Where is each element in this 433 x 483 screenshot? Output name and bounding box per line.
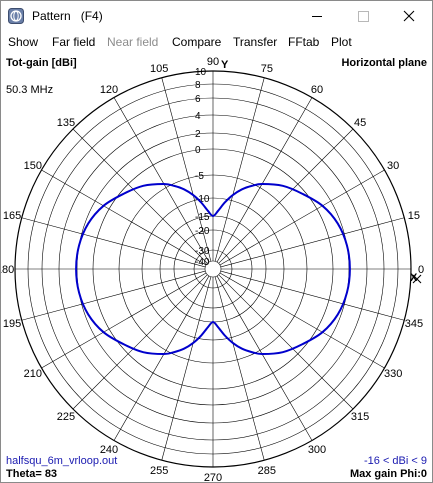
angle-tick-label: 240 [100, 444, 118, 456]
x-axis-marker [412, 274, 422, 284]
frequency-label: 50.3 MHz [6, 84, 54, 96]
angle-tick-label: 345 [405, 318, 423, 330]
grid-spoke [216, 97, 313, 263]
radial-tick-label: -20 [195, 226, 210, 237]
theta-label: Theta= 83 [6, 468, 58, 480]
grid-spoke [113, 97, 210, 263]
angle-tick-label: 135 [57, 117, 75, 129]
angle-tick-label: 165 [3, 210, 21, 222]
angle-tick-label: 195 [3, 318, 21, 330]
angle-tick-label: 150 [24, 160, 42, 172]
polar-chart[interactable]: 0153045607590105120135150165180195210225… [1, 53, 432, 482]
radial-tick-label: -30 [195, 246, 210, 257]
menu-plot[interactable]: Plot [331, 35, 352, 49]
grid-spoke [41, 169, 207, 266]
grid-spoke [219, 169, 385, 266]
grid-spoke [220, 270, 405, 321]
menu-near-field[interactable]: Near field [107, 35, 159, 49]
angle-tick-label: 90 [207, 56, 219, 68]
minimize-button[interactable] [294, 1, 340, 32]
angle-tick-label: 15 [408, 210, 420, 222]
grid-spoke [218, 274, 354, 410]
radial-tick-label: 4 [195, 111, 201, 122]
grid-spoke [219, 272, 385, 369]
menu-bar: Show Far field Near field Compare Transf… [1, 32, 432, 53]
radial-tick-label: -15 [195, 212, 210, 223]
maximize-button[interactable] [340, 1, 386, 32]
grid-spoke [21, 270, 206, 321]
angle-tick-label: 180 [1, 264, 14, 276]
grid-spoke [21, 217, 206, 268]
file-name-label: halfsqu_6m_vrloop.out [6, 455, 118, 467]
grid-spoke [72, 274, 208, 410]
angle-tick-label: 270 [204, 472, 222, 482]
angle-tick-label: 30 [387, 160, 399, 172]
title-bar[interactable]: Pattern (F4) [1, 1, 432, 32]
gain-unit-label: Tot-gain [dBi] [6, 57, 77, 69]
angle-tick-label: 210 [24, 368, 42, 380]
grid-spoke [161, 276, 212, 461]
x-axis-label: X [410, 272, 418, 284]
grid-spoke [216, 275, 313, 441]
menu-far-field[interactable]: Far field [52, 35, 96, 49]
window-title: Pattern (F4) [32, 9, 103, 23]
grid-spoke [218, 128, 354, 264]
angle-tick-label: 285 [258, 465, 276, 477]
menu-show[interactable]: Show [8, 35, 39, 49]
angle-tick-label: 60 [311, 84, 323, 96]
plane-label: Horizontal plane [341, 57, 427, 69]
pattern-app-icon [8, 8, 24, 24]
angle-tick-label: 105 [150, 63, 168, 75]
angle-tick-label: 225 [57, 411, 75, 423]
close-button[interactable] [386, 1, 432, 32]
grid-spoke [220, 217, 405, 268]
menu-transfer[interactable]: Transfer [233, 35, 278, 49]
angle-tick-label: 300 [308, 444, 326, 456]
grid-spoke [41, 272, 207, 369]
radial-tick-label: -40 [195, 257, 210, 268]
menu-fftab[interactable]: FFtab [288, 35, 320, 49]
grid-spoke [113, 275, 210, 441]
gain-pattern-curve [75, 182, 351, 356]
grid-spoke [72, 128, 208, 264]
radial-tick-label: 8 [195, 80, 201, 91]
grid-spoke [161, 77, 212, 262]
y-axis-label: Y [221, 59, 229, 71]
max-gain-label: Max gain Phi:0 [349, 468, 427, 480]
gain-range-label: -16 < dBi < 9 [364, 455, 427, 467]
plot-area[interactable]: 0153045607590105120135150165180195210225… [1, 53, 432, 482]
radial-tick-label: 2 [195, 129, 201, 140]
grid-spoke [214, 77, 265, 262]
angle-tick-label: 75 [261, 63, 273, 75]
menu-compare[interactable]: Compare [172, 35, 222, 49]
angle-tick-label: 330 [384, 368, 402, 380]
angle-tick-label: 255 [150, 465, 168, 477]
angle-tick-label: 45 [354, 117, 366, 129]
angle-tick-label: 315 [351, 411, 369, 423]
radial-tick-label: 0 [195, 145, 201, 156]
angle-tick-label: 0 [418, 264, 424, 276]
grid-spoke [214, 276, 265, 461]
radial-tick-label: 10 [195, 67, 207, 78]
radial-tick-label: 6 [195, 94, 201, 105]
radial-tick-label: -5 [195, 171, 204, 182]
angle-tick-label: 120 [100, 84, 118, 96]
radial-tick-label: -10 [195, 194, 210, 205]
